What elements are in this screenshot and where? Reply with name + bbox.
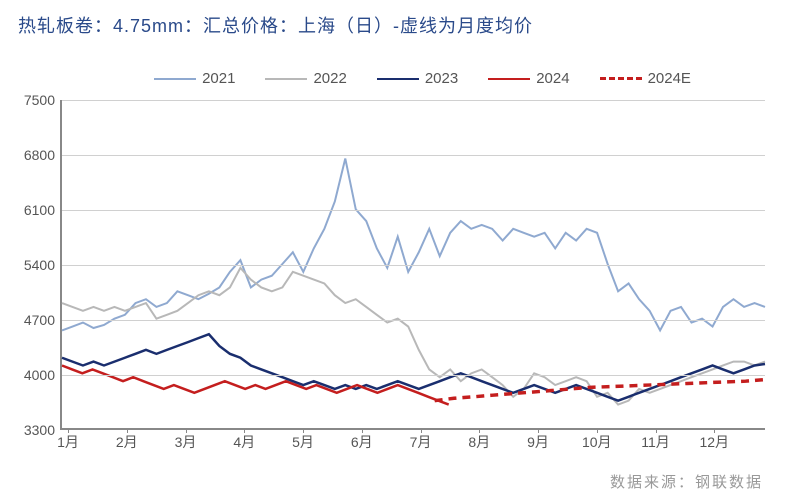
y-tick-label: 4000 [5,367,55,383]
line-series-svg [62,100,765,428]
y-tick-label: 4700 [5,312,55,328]
x-tick-label: 11月 [641,432,670,452]
gridline-h [62,265,765,266]
legend-label: 2021 [202,70,235,87]
x-tick-label: 2月 [116,432,138,452]
legend-item-2022: 2022 [265,70,346,87]
gridline-h [62,210,765,211]
legend-label: 2024 [536,70,569,87]
y-tick-label: 3300 [5,422,55,438]
legend-swatch [600,77,642,80]
x-tick-label: 9月 [527,432,549,452]
x-tick-label: 6月 [351,432,373,452]
gridline-h [62,155,765,156]
x-tick-label: 10月 [582,432,612,452]
legend-swatch [488,78,530,80]
legend-item-2024: 2024 [488,70,569,87]
y-tick-label: 6100 [5,202,55,218]
legend-swatch [377,78,419,80]
legend: 2021 2022 2023 2024 2024E [70,70,775,87]
legend-item-2023: 2023 [377,70,458,87]
legend-item-2024E: 2024E [600,70,691,87]
legend-label: 2024E [648,70,691,87]
x-tick-label: 12月 [699,432,729,452]
y-tick-label: 7500 [5,92,55,108]
x-tick-label: 3月 [175,432,197,452]
x-tick-label: 5月 [292,432,314,452]
x-tick-label: 4月 [233,432,255,452]
legend-swatch [154,78,196,80]
y-tick-label: 6800 [5,147,55,163]
gridline-h [62,100,765,101]
legend-label: 2023 [425,70,458,87]
gridline-h [62,320,765,321]
data-source-label: 数据来源：钢联数据 [610,471,763,492]
chart-container: 20212022202320242024E 1月2月3月4月5月6月7月8月9月… [0,60,785,460]
legend-label: 2022 [313,70,346,87]
gridline-h [62,375,765,376]
y-tick-label: 5400 [5,257,55,273]
x-tick-label: 7月 [410,432,432,452]
series-2021 [62,159,765,331]
legend-item-2021: 2021 [154,70,235,87]
x-tick-label: 1月 [57,432,79,452]
legend-swatch [265,78,307,80]
chart-title: 热轧板卷：4.75mm：汇总价格：上海（日）-虚线为月度均价 [18,12,533,38]
plot-area: 1月2月3月4月5月6月7月8月9月10月11月12月 [60,100,765,430]
x-tick-label: 8月 [468,432,490,452]
